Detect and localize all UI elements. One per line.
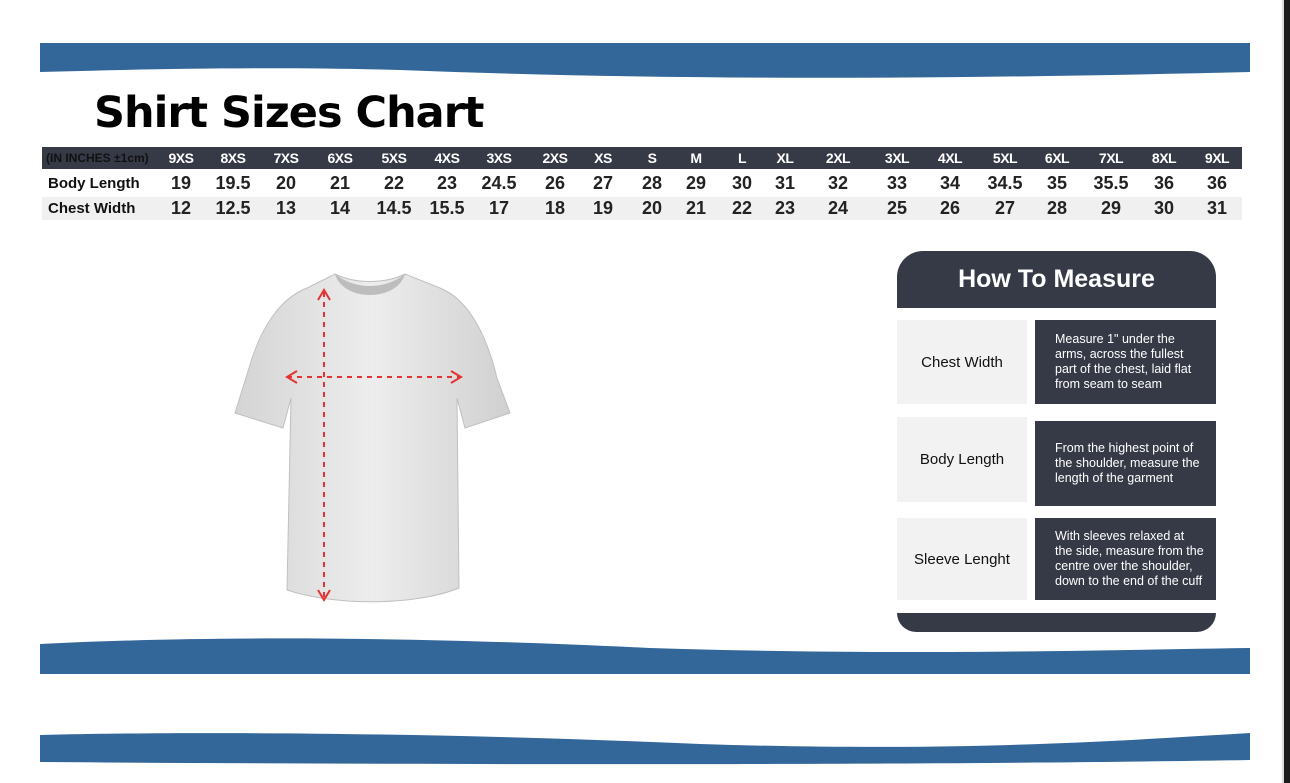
table-cell: 14 (329, 198, 351, 218)
table-cell: 12.5 (215, 198, 251, 218)
measure-label: Sleeve Lenght (897, 518, 1027, 600)
unit-label: (IN INCHES ±1cm) (46, 151, 149, 165)
table-cell: 23 (774, 198, 796, 218)
table-cell: 32 (827, 172, 849, 193)
size-header: 9XL (1204, 150, 1230, 166)
size-header-row: (IN INCHES ±1cm) 9XS 8XS 7XS 6XS 5XS 4XS 3XS 2X… (42, 147, 1242, 169)
size-header: 6XL (1044, 150, 1070, 166)
table-cell: 13 (275, 198, 297, 218)
measure-desc: Measure 1" under the arms, across the fu… (1035, 320, 1216, 404)
size-header: L (737, 150, 747, 166)
table-cell: 22 (383, 172, 405, 193)
table-cell: 36 (1206, 172, 1228, 193)
window-border (1284, 0, 1290, 783)
table-cell: 20 (641, 198, 663, 218)
table-cell: 18 (544, 198, 566, 218)
window-edge (1282, 0, 1284, 783)
table-cell: 20 (275, 172, 297, 193)
table-cell: 29 (1100, 198, 1122, 218)
table-cell: 29 (685, 172, 707, 193)
measure-desc: With sleeves relaxed at the side, measur… (1035, 518, 1216, 600)
table-cell: 26 (544, 172, 566, 193)
measure-label: Chest Width (897, 320, 1027, 404)
table-cell: 19.5 (215, 172, 251, 193)
size-header: XL (776, 150, 794, 166)
table-cell: 19 (170, 172, 192, 193)
table-cell: 30 (1153, 198, 1175, 218)
table-cell: 14.5 (376, 198, 412, 218)
panel-footer (897, 613, 1216, 632)
table-row: Chest Width 12 12.5 13 14 14.5 15.5 17 18 19 20 21… (42, 197, 1242, 220)
size-header: 3XL (884, 150, 910, 166)
size-header: 4XS (434, 150, 460, 166)
table-cell: 28 (1046, 198, 1068, 218)
table-cell: 21 (329, 172, 351, 193)
bottom-band (40, 733, 1250, 765)
size-header: 8XS (220, 150, 246, 166)
table-cell: 33 (886, 172, 908, 193)
table-cell: 34.5 (987, 172, 1023, 193)
panel-title: How To Measure (897, 251, 1216, 308)
table-cell: 27 (592, 172, 614, 193)
table-row: Body Length 19 19.5 20 21 22 23 24.5 26 27 28 29 30… (42, 171, 1242, 195)
size-header: 3XS (486, 150, 512, 166)
page-title: Shirt Sizes Chart (94, 88, 484, 138)
size-header: 8XL (1151, 150, 1177, 166)
tshirt-body (234, 273, 511, 603)
top-band (40, 43, 1250, 78)
table-cell: 19 (592, 198, 614, 218)
size-header: 5XL (992, 150, 1018, 166)
measure-label: Body Length (897, 417, 1027, 502)
table-cell: 27 (994, 198, 1016, 218)
size-header: 7XS (273, 150, 299, 166)
table-cell: 17 (488, 198, 510, 218)
size-header: 2XS (542, 150, 568, 166)
table-cell: 24 (827, 198, 849, 218)
size-header: S (647, 150, 657, 166)
size-header: 7XL (1098, 150, 1124, 166)
table-cell: 23 (436, 172, 458, 193)
row-label: Chest Width (48, 200, 136, 217)
size-header: M (690, 150, 702, 166)
table-cell: 21 (685, 198, 707, 218)
table-cell: 12 (170, 198, 192, 218)
measure-desc: From the highest point of the shoulder, … (1035, 421, 1216, 506)
size-header: 4XL (937, 150, 963, 166)
table-cell: 26 (939, 198, 961, 218)
table-cell: 25 (886, 198, 908, 218)
tshirt-illustration (234, 273, 511, 603)
table-cell: 24.5 (481, 172, 517, 193)
size-header: 9XS (168, 150, 194, 166)
size-header: 2XL (825, 150, 851, 166)
table-cell: 35 (1046, 172, 1068, 193)
table-cell: 15.5 (429, 198, 465, 218)
size-header: 5XS (381, 150, 407, 166)
table-cell: 30 (731, 172, 753, 193)
table-cell: 31 (1206, 198, 1228, 218)
table-cell: 31 (774, 172, 796, 193)
table-cell: 35.5 (1093, 172, 1129, 193)
table-cell: 36 (1153, 172, 1175, 193)
table-cell: 34 (939, 172, 961, 193)
tshirt-collar (335, 274, 405, 295)
size-header: XS (594, 150, 612, 166)
middle-band (40, 638, 1250, 674)
table-cell: 22 (731, 198, 753, 218)
row-label: Body Length (48, 174, 140, 192)
size-header: 6XS (327, 150, 353, 166)
table-cell: 28 (641, 172, 663, 193)
